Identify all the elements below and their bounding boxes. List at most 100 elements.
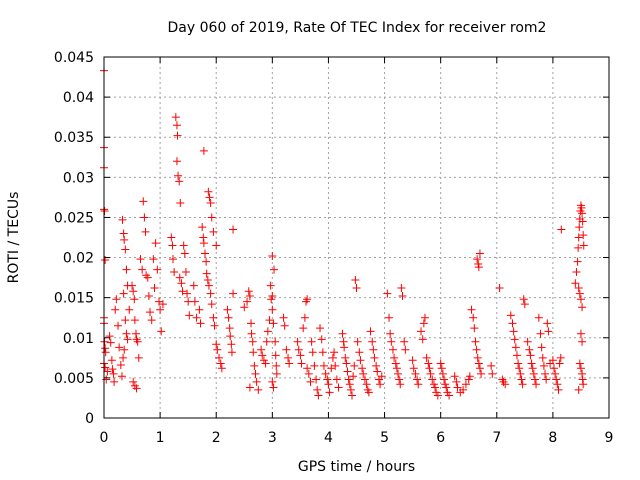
data-point xyxy=(199,233,208,242)
data-point xyxy=(360,375,369,384)
data-point xyxy=(272,369,281,378)
data-point xyxy=(555,359,564,368)
data-point xyxy=(350,361,359,370)
y-tick-label: 0.03 xyxy=(63,170,94,186)
x-tick-label: 0 xyxy=(100,430,109,446)
data-point xyxy=(262,337,271,346)
data-point xyxy=(122,329,131,338)
data-point xyxy=(130,316,139,325)
x-tick-label: 5 xyxy=(380,430,389,446)
data-point xyxy=(139,197,148,206)
data-point xyxy=(376,380,385,389)
data-point xyxy=(577,203,586,212)
y-tick-label: 0.015 xyxy=(54,291,94,307)
data-point xyxy=(254,385,263,394)
data-point xyxy=(202,257,211,266)
data-point xyxy=(579,380,588,389)
data-point xyxy=(243,297,252,306)
data-point xyxy=(282,345,291,354)
data-point xyxy=(574,243,583,252)
data-point xyxy=(204,281,213,290)
data-point xyxy=(331,361,340,370)
data-point xyxy=(536,329,545,338)
data-point xyxy=(268,292,277,301)
data-point xyxy=(216,359,225,368)
data-point xyxy=(100,207,109,216)
data-point xyxy=(284,353,293,362)
data-point xyxy=(368,337,377,346)
data-point xyxy=(207,300,216,309)
data-point xyxy=(501,380,510,389)
x-tick-label: 8 xyxy=(548,430,557,446)
data-point xyxy=(452,377,461,386)
data-point xyxy=(121,245,130,254)
data-point xyxy=(345,380,354,389)
data-point xyxy=(150,284,159,293)
data-point xyxy=(212,340,221,349)
data-point xyxy=(459,385,468,394)
data-point xyxy=(438,369,447,378)
data-point xyxy=(352,284,361,293)
data-point xyxy=(129,377,138,386)
data-point xyxy=(269,319,278,328)
data-point xyxy=(153,265,162,274)
data-point xyxy=(469,313,478,322)
data-point xyxy=(110,377,119,386)
data-point xyxy=(132,384,141,393)
data-point xyxy=(185,311,194,320)
data-point xyxy=(340,343,349,352)
data-point xyxy=(575,359,584,368)
y-tick-label: 0 xyxy=(85,411,94,427)
data-point xyxy=(373,367,382,376)
data-point xyxy=(248,337,257,346)
data-point xyxy=(306,377,315,386)
data-point xyxy=(508,319,517,328)
data-point xyxy=(121,316,130,325)
data-point xyxy=(307,337,316,346)
data-point xyxy=(184,297,193,306)
data-point xyxy=(268,377,277,386)
data-point xyxy=(116,361,125,370)
data-point xyxy=(450,372,459,381)
data-point xyxy=(364,388,373,397)
data-point xyxy=(174,171,183,180)
data-point xyxy=(321,369,330,378)
data-point xyxy=(527,359,536,368)
data-point xyxy=(114,321,123,330)
y-tick-label: 0.02 xyxy=(63,251,94,267)
data-point xyxy=(509,327,518,336)
data-point xyxy=(325,388,334,397)
data-point xyxy=(297,359,306,368)
data-point xyxy=(411,369,420,378)
data-point xyxy=(432,388,441,397)
data-point xyxy=(534,313,543,322)
data-point xyxy=(172,121,181,130)
data-point xyxy=(576,364,585,373)
data-point xyxy=(391,359,400,368)
data-point xyxy=(526,351,535,360)
data-point xyxy=(303,295,312,304)
data-point xyxy=(215,353,224,362)
data-point xyxy=(477,369,486,378)
data-point xyxy=(523,337,532,346)
data-point xyxy=(101,344,110,353)
data-point xyxy=(386,329,395,338)
y-axis-label: ROTI / TECUs xyxy=(6,192,22,284)
data-point xyxy=(532,380,541,389)
data-point xyxy=(475,249,484,258)
data-point xyxy=(240,303,249,312)
y-tick-label: 0.04 xyxy=(63,90,94,106)
data-point xyxy=(539,361,548,370)
x-tick-label: 4 xyxy=(324,430,333,446)
data-point xyxy=(553,380,562,389)
data-point xyxy=(467,305,476,314)
chart-title: Day 060 of 2019, Rate Of TEC Index for r… xyxy=(168,20,547,36)
data-point xyxy=(551,369,560,378)
data-point xyxy=(552,375,561,384)
data-point xyxy=(575,289,584,298)
data-point xyxy=(543,319,552,328)
data-point xyxy=(285,359,294,368)
data-point xyxy=(571,279,580,288)
data-point xyxy=(440,375,449,384)
data-point xyxy=(392,364,401,373)
